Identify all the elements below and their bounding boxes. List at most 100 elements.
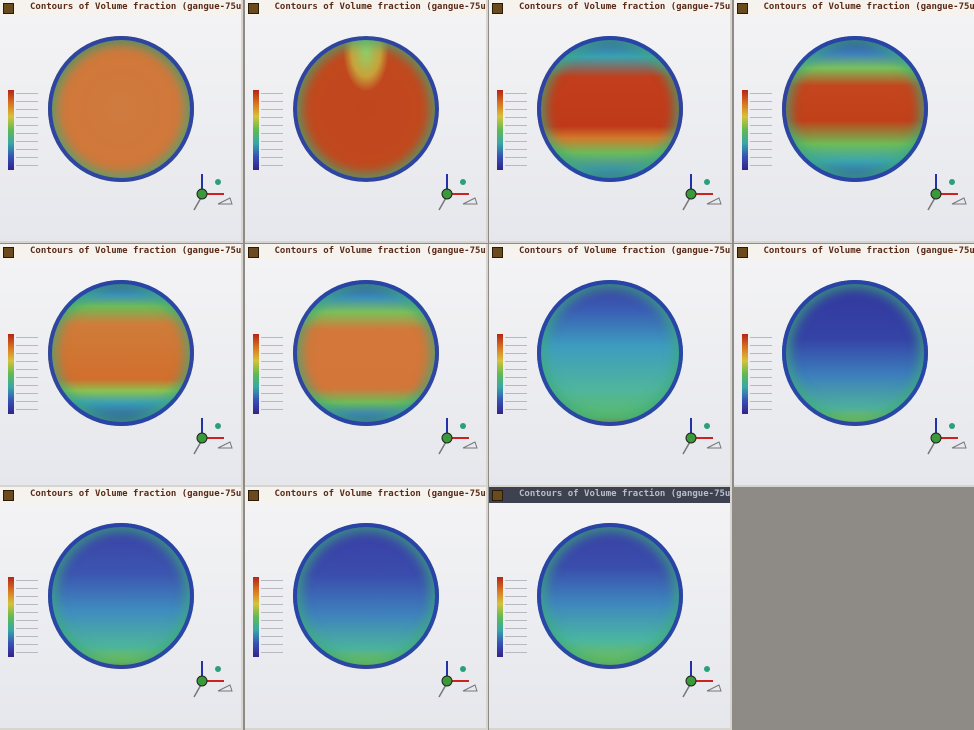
triad-icon (188, 170, 236, 220)
panel-title: Contours of Volume fraction (gangue-75um… (519, 246, 732, 256)
colorbar-label (505, 604, 527, 605)
panel: Contours of Volume fraction (gangue-75um… (0, 0, 243, 243)
contour-disc (782, 280, 928, 426)
panel: Contours of Volume fraction (gangue-75um… (489, 0, 732, 243)
colorbar-label (261, 644, 283, 645)
colorbar-label (261, 409, 283, 410)
axis-triad (433, 657, 481, 711)
colorbar-label (261, 133, 283, 134)
colorbar-label (505, 385, 527, 386)
colorbar-label (750, 157, 772, 158)
window-icon (492, 247, 503, 258)
colorbar-label (505, 117, 527, 118)
colorbar-label (750, 393, 772, 394)
colorbar-label (16, 393, 38, 394)
contour-disc (293, 523, 439, 669)
colorbar-label (261, 377, 283, 378)
window-icon (737, 247, 748, 258)
panel: Contours of Volume fraction (gangue-75um… (489, 487, 732, 730)
contour-disc (293, 280, 439, 426)
colorbar-label (261, 141, 283, 142)
panel-header: Contours of Volume fraction (gangue-75um… (489, 0, 730, 16)
colorbar-label (261, 149, 283, 150)
colorbar-label (505, 652, 527, 653)
panel: Contours of Volume fraction (gangue-75um… (489, 244, 732, 487)
colorbar-label (16, 369, 38, 370)
colorbar-label (505, 149, 527, 150)
colorbar (8, 334, 14, 414)
axis-triad (188, 170, 236, 224)
colorbar-label (505, 636, 527, 637)
colorbar (253, 577, 259, 657)
colorbar-label (750, 125, 772, 126)
panel-title: Contours of Volume fraction (gangue-75um… (764, 2, 974, 12)
colorbar-label (16, 644, 38, 645)
colorbar-label (16, 353, 38, 354)
colorbar-label (505, 133, 527, 134)
window-icon (248, 3, 259, 14)
colorbar-label (261, 353, 283, 354)
colorbar-label (16, 636, 38, 637)
colorbar-label (261, 401, 283, 402)
contour-disc (537, 36, 683, 182)
panel-title: Contours of Volume fraction (gangue-75um… (275, 2, 488, 12)
colorbar-label (505, 157, 527, 158)
colorbar-label (505, 401, 527, 402)
colorbar-label (16, 377, 38, 378)
colorbar-label (750, 93, 772, 94)
triad-icon (188, 657, 236, 707)
colorbar-label (505, 361, 527, 362)
panel: Contours of Volume fraction (gangue-75um… (734, 244, 974, 487)
colorbar-label (505, 628, 527, 629)
axis-triad (433, 414, 481, 468)
panel: Contours of Volume fraction (gangue-75um… (734, 0, 974, 243)
colorbar-label (505, 109, 527, 110)
colorbar-label (16, 628, 38, 629)
colorbar-label (261, 345, 283, 346)
triad-icon (433, 657, 481, 707)
colorbar-label (261, 620, 283, 621)
panel-header: Contours of Volume fraction (gangue-75um… (0, 244, 241, 260)
window-icon (248, 490, 259, 501)
colorbar-label (750, 345, 772, 346)
window-icon (492, 490, 503, 501)
colorbar (497, 577, 503, 657)
colorbar-label (750, 149, 772, 150)
colorbar-label (261, 612, 283, 613)
colorbar-label (505, 620, 527, 621)
colorbar-label (261, 369, 283, 370)
colorbar-label (16, 588, 38, 589)
contour-disc (48, 523, 194, 669)
colorbar-label (16, 165, 38, 166)
colorbar-label (16, 596, 38, 597)
panel-title: Contours of Volume fraction (gangue-75um… (30, 489, 243, 499)
axis-triad (677, 170, 725, 224)
colorbar-label (750, 377, 772, 378)
colorbar-label (261, 361, 283, 362)
screenshot: Contours of Volume fraction (gangue-75um… (0, 0, 974, 697)
colorbar-label (16, 337, 38, 338)
axis-triad (922, 414, 970, 468)
colorbar-label (16, 125, 38, 126)
colorbar-label (16, 409, 38, 410)
colorbar-label (16, 361, 38, 362)
colorbar (8, 90, 14, 170)
colorbar-label (16, 101, 38, 102)
triad-icon (922, 170, 970, 220)
panel: Contours of Volume fraction (gangue-75um… (0, 487, 243, 730)
colorbar-label (16, 117, 38, 118)
colorbar-label (261, 588, 283, 589)
colorbar-label (16, 133, 38, 134)
axis-triad (433, 170, 481, 224)
panel-title: Contours of Volume fraction (gangue-75um… (275, 246, 488, 256)
colorbar-label (261, 125, 283, 126)
colorbar (742, 90, 748, 170)
contour-disc (782, 36, 928, 182)
colorbar-label (261, 652, 283, 653)
colorbar-label (261, 165, 283, 166)
colorbar-label (16, 385, 38, 386)
triad-icon (433, 170, 481, 220)
panel-header: Contours of Volume fraction (gangue-75um… (734, 244, 974, 260)
colorbar-label (750, 337, 772, 338)
colorbar-label (505, 125, 527, 126)
